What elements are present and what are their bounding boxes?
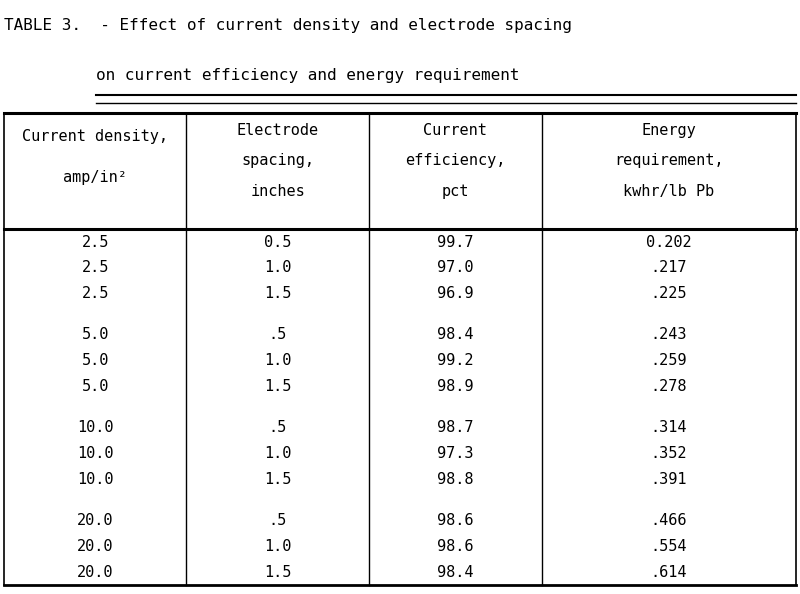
Text: TABLE 3.  - Effect of current density and electrode spacing: TABLE 3. - Effect of current density and… <box>4 18 572 33</box>
Text: 1.0: 1.0 <box>264 353 291 368</box>
Text: .614: .614 <box>650 565 687 580</box>
Text: 10.0: 10.0 <box>77 446 114 461</box>
Text: 99.7: 99.7 <box>437 235 474 249</box>
Text: 96.9: 96.9 <box>437 286 474 301</box>
Text: 1.5: 1.5 <box>264 286 291 301</box>
Text: 98.9: 98.9 <box>437 379 474 394</box>
Text: pct: pct <box>442 184 469 198</box>
Text: 5.0: 5.0 <box>82 353 109 368</box>
Text: 10.0: 10.0 <box>77 421 114 435</box>
Text: .278: .278 <box>650 379 687 394</box>
Text: .225: .225 <box>650 286 687 301</box>
Text: amp/in²: amp/in² <box>63 170 127 185</box>
Text: 5.0: 5.0 <box>82 327 109 343</box>
Text: 98.6: 98.6 <box>437 539 474 554</box>
Text: spacing,: spacing, <box>241 153 314 168</box>
Text: 5.0: 5.0 <box>82 379 109 394</box>
Text: 97.0: 97.0 <box>437 260 474 276</box>
Text: 98.6: 98.6 <box>437 513 474 528</box>
Text: 98.4: 98.4 <box>437 565 474 580</box>
Text: requirement,: requirement, <box>614 153 723 168</box>
Text: 98.8: 98.8 <box>437 472 474 487</box>
Text: 20.0: 20.0 <box>77 513 114 528</box>
Text: 98.7: 98.7 <box>437 421 474 435</box>
Text: Current: Current <box>423 123 487 138</box>
Text: Electrode: Electrode <box>237 123 318 138</box>
Text: 1.0: 1.0 <box>264 260 291 276</box>
Text: efficiency,: efficiency, <box>405 153 506 168</box>
Text: 2.5: 2.5 <box>82 235 109 249</box>
Text: kwhr/lb Pb: kwhr/lb Pb <box>623 184 714 198</box>
Text: 2.5: 2.5 <box>82 286 109 301</box>
Text: .352: .352 <box>650 446 687 461</box>
Text: 1.0: 1.0 <box>264 446 291 461</box>
Text: Energy: Energy <box>642 123 696 138</box>
Text: 0.202: 0.202 <box>646 235 692 249</box>
Text: 1.5: 1.5 <box>264 379 291 394</box>
Text: .314: .314 <box>650 421 687 435</box>
Text: 1.5: 1.5 <box>264 565 291 580</box>
Text: 10.0: 10.0 <box>77 472 114 487</box>
Text: 1.0: 1.0 <box>264 539 291 554</box>
Text: .554: .554 <box>650 539 687 554</box>
Text: .259: .259 <box>650 353 687 368</box>
Text: .466: .466 <box>650 513 687 528</box>
Text: 20.0: 20.0 <box>77 565 114 580</box>
Text: Current density,: Current density, <box>22 129 168 144</box>
Text: .217: .217 <box>650 260 687 276</box>
Text: .5: .5 <box>269 513 286 528</box>
Text: 0.5: 0.5 <box>264 235 291 249</box>
Text: 99.2: 99.2 <box>437 353 474 368</box>
Text: .5: .5 <box>269 421 286 435</box>
Text: 20.0: 20.0 <box>77 539 114 554</box>
Text: .243: .243 <box>650 327 687 343</box>
Text: .5: .5 <box>269 327 286 343</box>
Text: 98.4: 98.4 <box>437 327 474 343</box>
Text: 1.5: 1.5 <box>264 472 291 487</box>
Text: on current efficiency and energy requirement: on current efficiency and energy require… <box>96 68 519 83</box>
Text: inches: inches <box>250 184 305 198</box>
Text: 97.3: 97.3 <box>437 446 474 461</box>
Text: .391: .391 <box>650 472 687 487</box>
Text: 2.5: 2.5 <box>82 260 109 276</box>
